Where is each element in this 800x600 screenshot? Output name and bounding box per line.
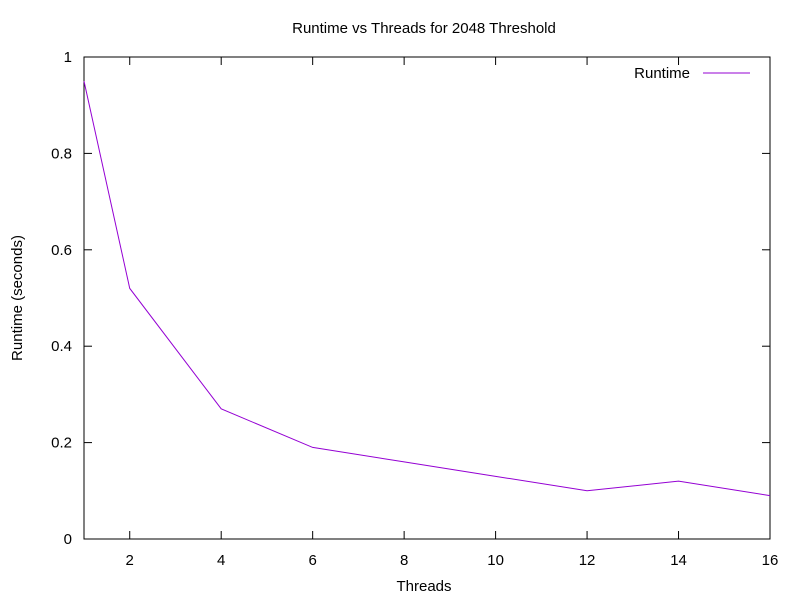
x-tick-label: 12	[579, 552, 596, 569]
x-tick-label: 16	[762, 552, 779, 569]
y-tick-label: 0.2	[51, 435, 72, 452]
x-tick-label: 14	[670, 552, 687, 569]
x-axis-label: Threads	[396, 578, 451, 595]
y-axis-label: Runtime (seconds)	[9, 235, 26, 361]
x-axis-ticks: 2 4 6 8 10 12 14 16	[126, 57, 779, 569]
x-tick-label: 6	[308, 552, 316, 569]
x-tick-label: 8	[400, 552, 408, 569]
legend: Runtime	[634, 65, 750, 82]
y-tick-label: 1	[64, 49, 72, 66]
legend-label: Runtime	[634, 65, 690, 82]
runtime-series-line	[83, 80, 771, 497]
y-tick-label: 0.4	[51, 338, 72, 355]
y-tick-label: 0	[64, 531, 72, 548]
y-axis-ticks: 0 0.2 0.4 0.6 0.8 1	[51, 49, 770, 548]
chart-title: Runtime vs Threads for 2048 Threshold	[292, 20, 556, 37]
y-tick-label: 0.6	[51, 242, 72, 259]
plot-frame	[83, 56, 771, 540]
series-layer	[83, 80, 771, 497]
x-tick-label: 2	[126, 552, 134, 569]
x-tick-label: 10	[487, 552, 504, 569]
y-tick-label: 0.8	[51, 145, 72, 162]
x-tick-label: 4	[217, 552, 225, 569]
